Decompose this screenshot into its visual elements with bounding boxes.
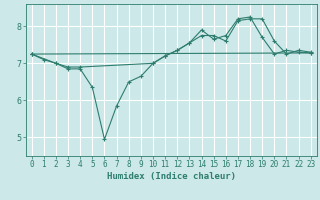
X-axis label: Humidex (Indice chaleur): Humidex (Indice chaleur) [107,172,236,181]
